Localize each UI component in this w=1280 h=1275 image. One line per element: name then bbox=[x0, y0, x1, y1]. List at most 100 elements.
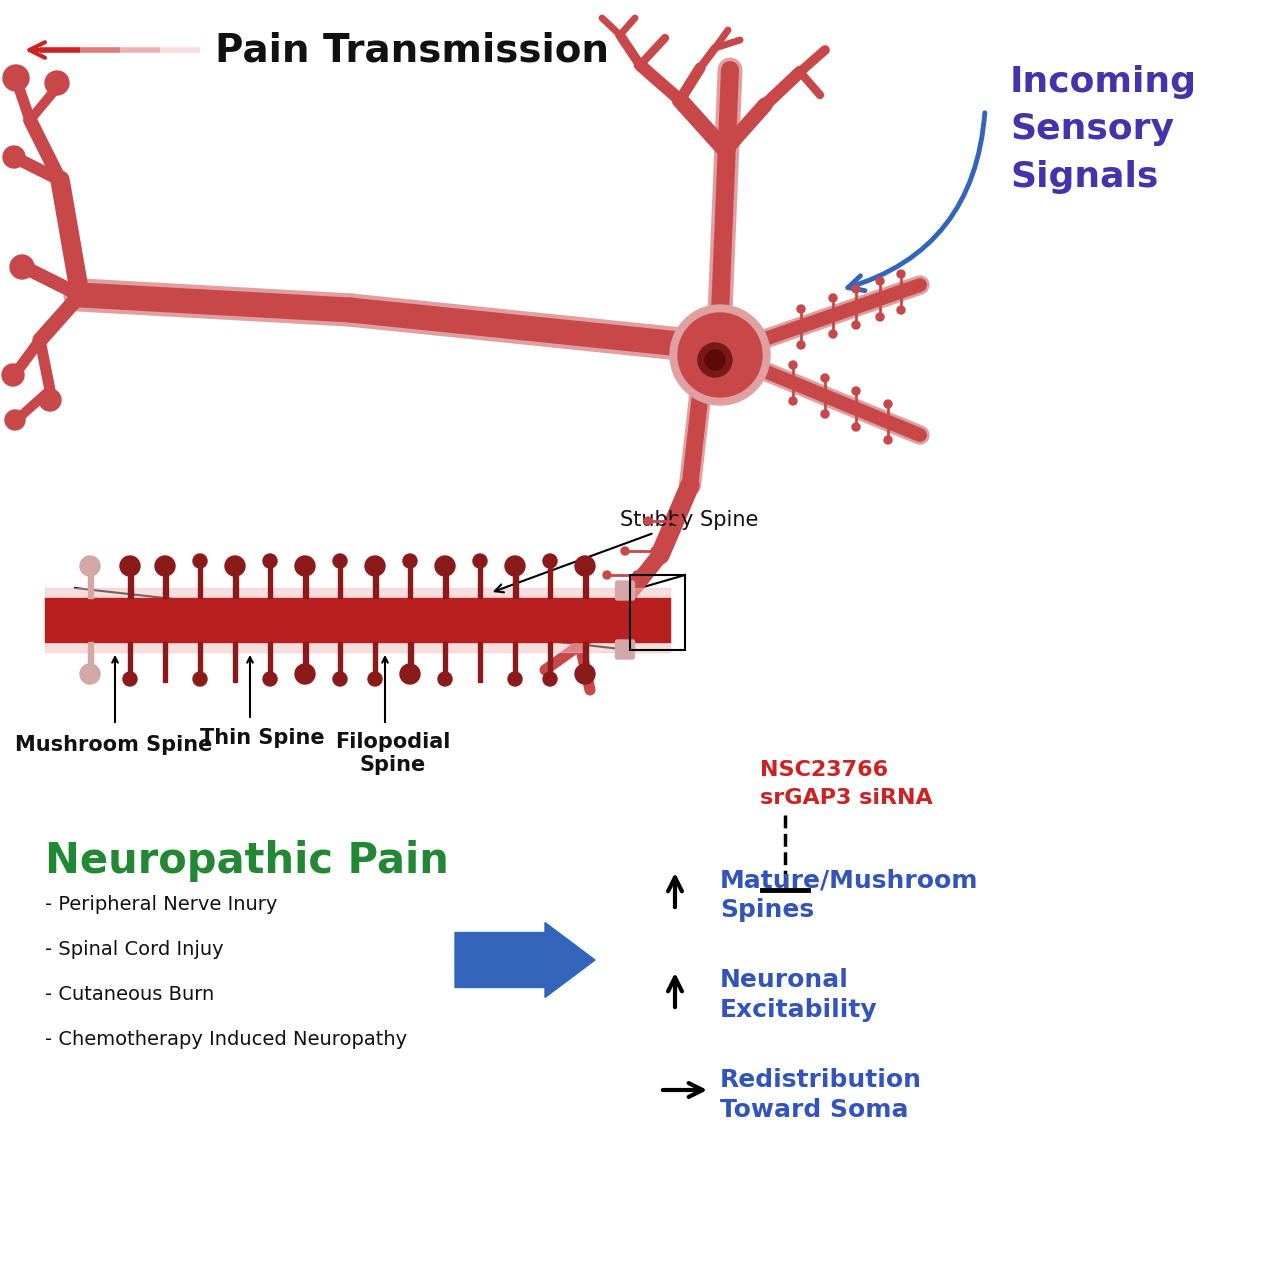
Bar bbox=[268, 567, 273, 598]
Circle shape bbox=[508, 672, 522, 686]
Text: Mushroom Spine: Mushroom Spine bbox=[15, 734, 212, 755]
Bar bbox=[372, 643, 378, 672]
Circle shape bbox=[399, 664, 420, 683]
Circle shape bbox=[797, 340, 805, 349]
Circle shape bbox=[634, 571, 641, 579]
Text: Neuronal
Excitability: Neuronal Excitability bbox=[719, 968, 878, 1021]
Circle shape bbox=[79, 556, 100, 576]
Bar bbox=[198, 643, 202, 672]
Circle shape bbox=[79, 664, 100, 683]
Circle shape bbox=[675, 516, 682, 525]
FancyArrow shape bbox=[454, 923, 595, 997]
Bar bbox=[163, 643, 166, 682]
Bar bbox=[372, 576, 378, 598]
Text: Redistribution
Toward Soma: Redistribution Toward Soma bbox=[719, 1068, 922, 1122]
Circle shape bbox=[797, 305, 805, 312]
Bar bbox=[512, 576, 517, 598]
Circle shape bbox=[38, 389, 61, 411]
Circle shape bbox=[435, 556, 454, 576]
Text: Incoming
Sensory
Signals: Incoming Sensory Signals bbox=[1010, 65, 1197, 194]
Circle shape bbox=[120, 556, 140, 576]
Bar bbox=[513, 643, 517, 672]
Text: Pain Transmission: Pain Transmission bbox=[215, 31, 609, 69]
Circle shape bbox=[369, 672, 381, 686]
Bar bbox=[582, 643, 588, 664]
Circle shape bbox=[262, 672, 276, 686]
Bar bbox=[582, 576, 588, 598]
Circle shape bbox=[3, 147, 26, 168]
Circle shape bbox=[820, 411, 829, 418]
Bar bbox=[408, 567, 412, 598]
Circle shape bbox=[333, 555, 347, 567]
Circle shape bbox=[3, 65, 29, 91]
Circle shape bbox=[852, 286, 860, 293]
Circle shape bbox=[705, 351, 724, 370]
Circle shape bbox=[45, 71, 69, 96]
Circle shape bbox=[897, 270, 905, 278]
Bar bbox=[338, 567, 342, 598]
Circle shape bbox=[193, 672, 207, 686]
Text: Thin Spine: Thin Spine bbox=[200, 728, 325, 748]
Circle shape bbox=[575, 664, 595, 683]
Circle shape bbox=[155, 556, 175, 576]
Bar bbox=[407, 643, 412, 664]
Circle shape bbox=[3, 363, 24, 386]
Circle shape bbox=[506, 556, 525, 576]
Bar bbox=[477, 643, 483, 682]
Bar bbox=[233, 576, 238, 598]
Circle shape bbox=[123, 672, 137, 686]
Circle shape bbox=[698, 343, 732, 377]
Bar bbox=[87, 576, 92, 598]
Text: Stubby Spine: Stubby Spine bbox=[495, 510, 758, 593]
Circle shape bbox=[474, 555, 486, 567]
Bar bbox=[87, 643, 92, 664]
Circle shape bbox=[852, 423, 860, 431]
Circle shape bbox=[438, 672, 452, 686]
Bar bbox=[268, 643, 273, 672]
Circle shape bbox=[652, 547, 659, 555]
Bar bbox=[338, 643, 342, 672]
Circle shape bbox=[365, 556, 385, 576]
Text: Mature/Mushroom
Spines: Mature/Mushroom Spines bbox=[719, 868, 978, 922]
Text: - Cutaneous Burn: - Cutaneous Burn bbox=[45, 986, 214, 1003]
Circle shape bbox=[876, 277, 884, 286]
Bar bbox=[128, 576, 133, 598]
Circle shape bbox=[10, 255, 35, 279]
Circle shape bbox=[193, 555, 207, 567]
Bar bbox=[548, 643, 552, 672]
Circle shape bbox=[669, 305, 771, 405]
Bar bbox=[548, 567, 552, 598]
Bar bbox=[477, 567, 483, 598]
Circle shape bbox=[294, 556, 315, 576]
Circle shape bbox=[678, 312, 762, 397]
Text: - Spinal Cord Injuy: - Spinal Cord Injuy bbox=[45, 940, 224, 959]
Circle shape bbox=[644, 516, 652, 525]
Circle shape bbox=[884, 436, 892, 444]
Bar bbox=[163, 576, 168, 598]
Circle shape bbox=[897, 306, 905, 314]
Circle shape bbox=[876, 312, 884, 321]
Bar bbox=[443, 576, 448, 598]
Text: NSC23766
srGAP3 siRNA: NSC23766 srGAP3 siRNA bbox=[760, 760, 933, 808]
Circle shape bbox=[603, 571, 611, 579]
Text: - Peripheral Nerve Inury: - Peripheral Nerve Inury bbox=[45, 895, 278, 914]
Bar bbox=[128, 643, 132, 672]
Circle shape bbox=[852, 388, 860, 395]
Circle shape bbox=[852, 321, 860, 329]
Circle shape bbox=[884, 400, 892, 408]
Bar bbox=[233, 643, 237, 682]
Circle shape bbox=[820, 374, 829, 382]
Circle shape bbox=[788, 397, 797, 405]
Circle shape bbox=[294, 664, 315, 683]
Bar bbox=[302, 576, 307, 598]
FancyBboxPatch shape bbox=[616, 581, 635, 601]
Circle shape bbox=[5, 411, 26, 430]
Circle shape bbox=[575, 556, 595, 576]
Circle shape bbox=[829, 330, 837, 338]
Circle shape bbox=[333, 672, 347, 686]
Circle shape bbox=[621, 547, 628, 555]
Bar bbox=[630, 575, 685, 650]
Circle shape bbox=[403, 555, 417, 567]
Circle shape bbox=[543, 672, 557, 686]
Circle shape bbox=[829, 295, 837, 302]
